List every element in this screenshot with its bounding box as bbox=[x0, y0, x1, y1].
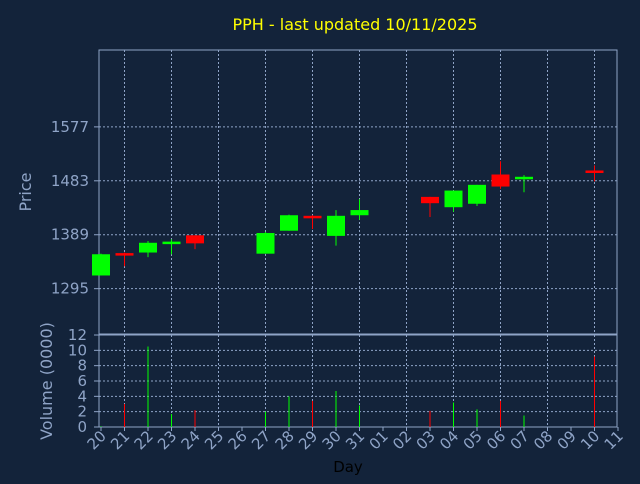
candle-body bbox=[115, 253, 134, 256]
x-tick-label: 07 bbox=[507, 427, 533, 453]
x-tick-label: 09 bbox=[554, 427, 580, 453]
volume-panel: 0246810122021222324252627282930310102030… bbox=[68, 326, 627, 453]
x-tick-label: 21 bbox=[107, 427, 133, 453]
price-frame bbox=[98, 49, 618, 335]
candle-body bbox=[585, 170, 604, 173]
candle-body bbox=[444, 190, 463, 208]
price-tick-label: 1483 bbox=[51, 172, 89, 190]
candle-body bbox=[468, 184, 486, 204]
x-tick-label: 10 bbox=[577, 427, 603, 453]
price-panel: 1295 1389 1483 1577 bbox=[51, 49, 618, 335]
x-tick-label: 02 bbox=[389, 427, 415, 453]
x-tick-label: 04 bbox=[436, 427, 462, 453]
price-tick-label: 1389 bbox=[51, 226, 89, 244]
x-tick-label: 03 bbox=[413, 427, 439, 453]
chart-title: PPH - last updated 10/11/2025 bbox=[232, 15, 477, 34]
candle-body bbox=[421, 196, 439, 204]
x-tick-label: 27 bbox=[248, 427, 274, 453]
x-tick-label: 24 bbox=[178, 427, 204, 453]
volume-tick-label: 8 bbox=[77, 357, 87, 375]
x-tick-label: 22 bbox=[131, 427, 157, 453]
x-tick-label: 05 bbox=[460, 427, 486, 453]
price-tick-label: 1577 bbox=[51, 118, 89, 136]
candle-body bbox=[515, 176, 533, 180]
candle-body bbox=[92, 254, 110, 276]
x-tick-label: 20 bbox=[84, 427, 110, 453]
candle-body bbox=[162, 241, 181, 245]
x-tick-label: 23 bbox=[154, 427, 180, 453]
x-tick-label: 26 bbox=[225, 427, 251, 453]
x-tick-label: 31 bbox=[342, 427, 368, 453]
candle-body bbox=[303, 215, 322, 219]
x-tick-label: 11 bbox=[601, 427, 627, 453]
candle-body bbox=[327, 215, 345, 236]
candle-body bbox=[256, 233, 275, 254]
candle-body bbox=[186, 235, 204, 244]
x-axis-label: Day bbox=[333, 458, 363, 476]
price-tick-label: 1295 bbox=[51, 280, 89, 298]
x-tick-label: 01 bbox=[366, 427, 392, 453]
volume-tick-label: 0 bbox=[77, 418, 87, 436]
volume-tick-label: 12 bbox=[68, 326, 87, 344]
volume-axis-label: Volume (0000) bbox=[37, 322, 56, 440]
x-tick-label: 28 bbox=[272, 427, 298, 453]
x-tick-label: 30 bbox=[319, 427, 345, 453]
candle-body bbox=[350, 210, 369, 216]
volume-tick-label: 10 bbox=[68, 341, 87, 359]
candle-body bbox=[139, 242, 157, 253]
x-tick-label: 06 bbox=[483, 427, 509, 453]
price-axis-label: Price bbox=[16, 172, 35, 211]
volume-tick-label: 6 bbox=[77, 372, 87, 390]
volume-tick-label: 4 bbox=[77, 387, 87, 405]
volume-tick-label: 2 bbox=[77, 403, 87, 421]
candle-body bbox=[280, 215, 298, 231]
x-tick-label: 29 bbox=[295, 427, 321, 453]
candle-body bbox=[491, 174, 510, 187]
x-tick-label: 25 bbox=[201, 427, 227, 453]
x-tick-label: 08 bbox=[530, 427, 556, 453]
